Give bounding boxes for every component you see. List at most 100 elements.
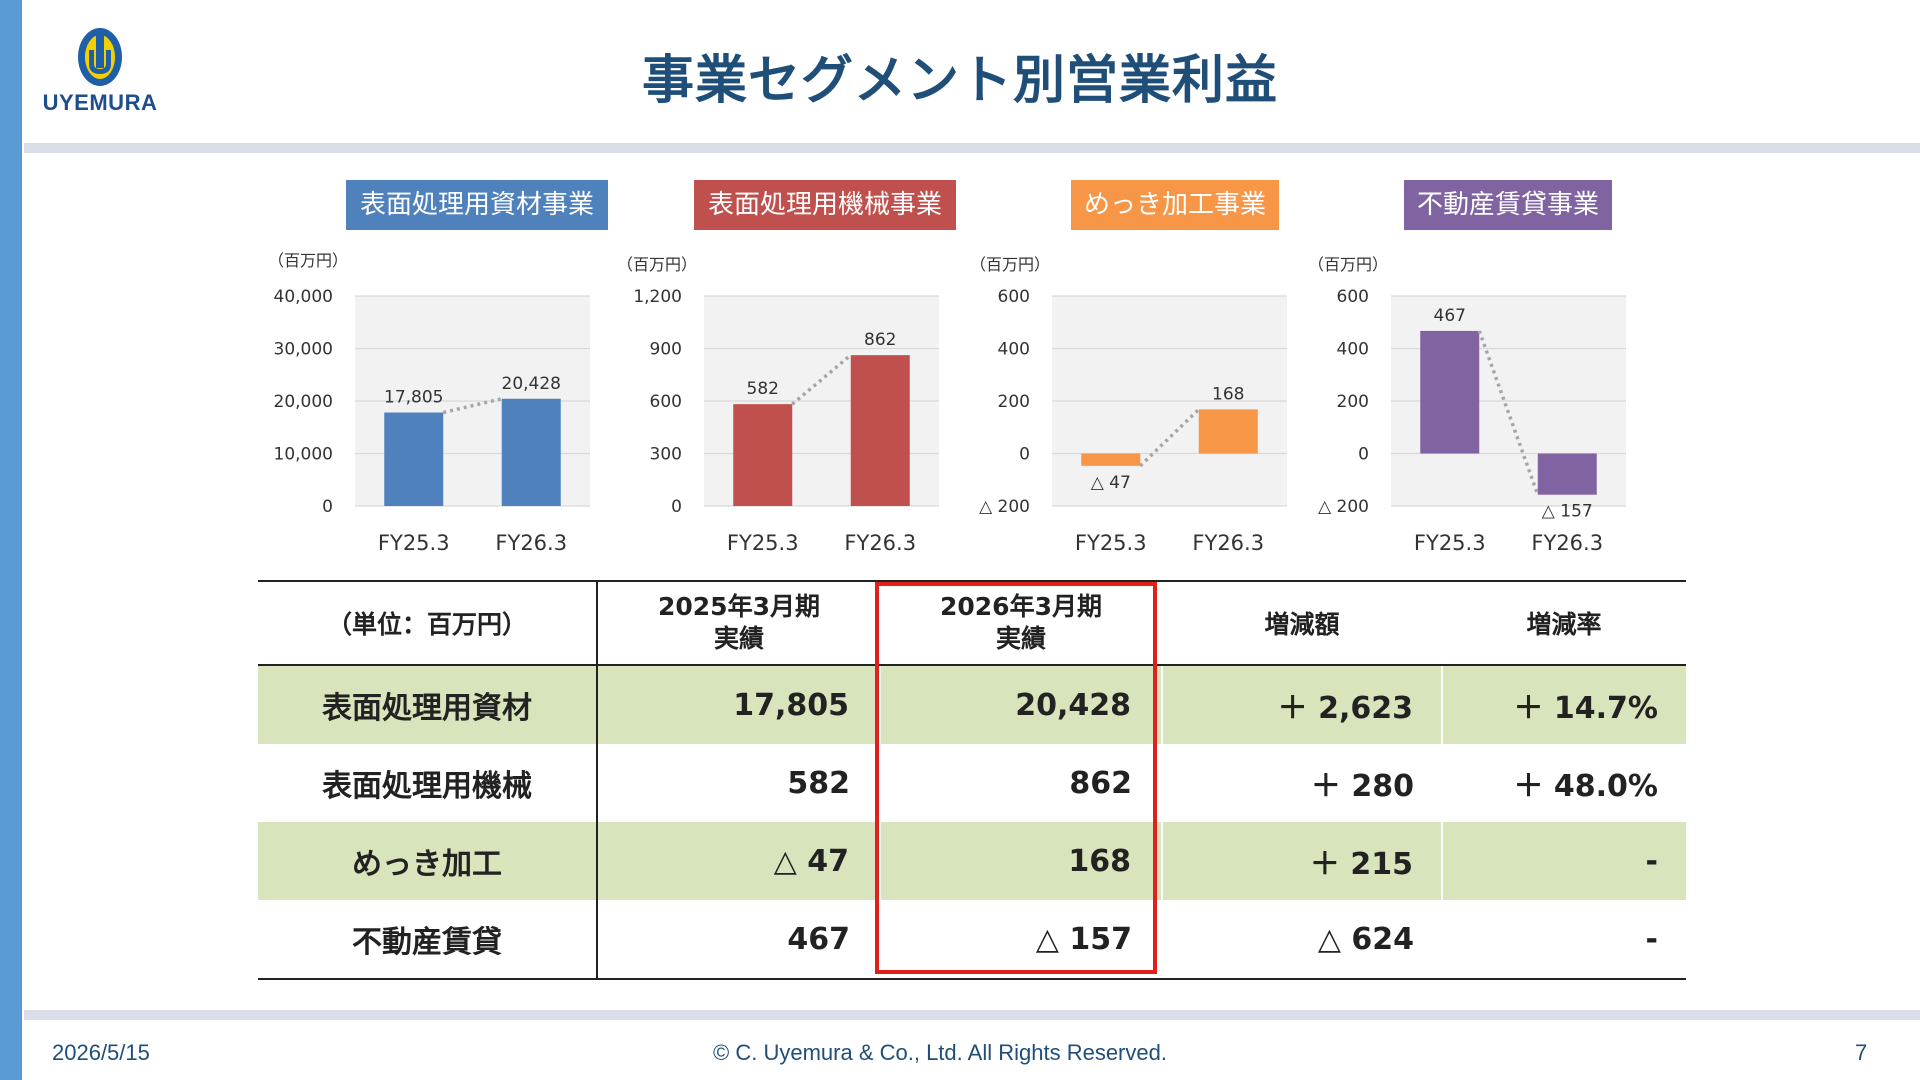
cell-fy25: 467 xyxy=(597,900,880,980)
bar xyxy=(1081,453,1141,466)
bar xyxy=(1198,409,1258,454)
bar xyxy=(1537,453,1597,495)
chart-unit-label: （百万円） xyxy=(970,255,1051,274)
cell-change-amount: △ 624 xyxy=(1162,900,1442,980)
table-row: 表面処理用機械 582 862 ＋ 280 ＋ 48.0% xyxy=(258,744,1686,822)
cell-fy26: 168 xyxy=(880,822,1163,900)
x-tick-label: FY26.3 xyxy=(844,531,916,555)
company-logo: UYEMURA xyxy=(40,26,160,126)
cell-fy26: 20,428 xyxy=(880,665,1163,744)
x-tick-label: FY25.3 xyxy=(1414,531,1486,555)
cell-fy25: △ 47 xyxy=(597,822,881,900)
real-estate-bar-chart: △ 200 0 200 400 600 467 FY25.3 △ 157 FY26.3 xyxy=(1318,287,1626,555)
bar xyxy=(733,404,793,506)
bar xyxy=(384,412,444,506)
y-tick-label: 200 xyxy=(998,392,1030,412)
segment-label-materials: 表面処理用資材事業 xyxy=(346,180,608,230)
y-tick-label: 10,000 xyxy=(274,445,333,465)
connector-line xyxy=(791,353,852,406)
cell-fy25: 17,805 xyxy=(597,665,881,744)
logo-emblem-icon xyxy=(78,28,122,86)
connector-line xyxy=(1477,330,1540,496)
cell-fy26: 862 xyxy=(1069,765,1132,801)
header-change-rate: 増減率 xyxy=(1442,580,1686,666)
machinery-bar-chart: 0 300 600 900 1,200 582 FY25.3 862 FY26.3 xyxy=(633,287,939,555)
y-tick-label: 400 xyxy=(998,340,1030,360)
x-tick-label: FY25.3 xyxy=(727,531,799,555)
y-tick-label: 900 xyxy=(650,340,682,360)
chart-unit-label: （百万円） xyxy=(617,255,698,274)
data-label: 862 xyxy=(864,330,896,350)
cell-fy26: △ 157 xyxy=(880,900,1162,980)
cell-change-rate: ＋ 48.0% xyxy=(1513,769,1658,804)
footer-date: 2026/5/15 xyxy=(52,1040,150,1065)
bar xyxy=(850,355,910,506)
header-fy25: 2025年3月期 実績 xyxy=(597,580,880,666)
segment-profit-table: （単位：百万円） 2025年3月期 実績 2026年3月期 実績 増減額 増減率… xyxy=(258,580,1686,980)
bar xyxy=(501,398,561,506)
data-label: 17,805 xyxy=(384,388,443,408)
footer-page-number: 7 xyxy=(1855,1040,1868,1065)
bar xyxy=(1420,330,1480,454)
fy26-highlight-box xyxy=(875,582,1157,974)
table-row: 不動産賃貸 467 △ 157 △ 624 - xyxy=(258,900,1686,980)
data-label: 467 xyxy=(1434,306,1466,326)
cell-change-amount: ＋ 280 xyxy=(1310,769,1414,804)
y-tick-label: 40,000 xyxy=(274,287,333,307)
y-tick-label: 400 xyxy=(1337,340,1369,360)
y-tick-label: 600 xyxy=(650,392,682,412)
header-fy26: 2026年3月期 実績 xyxy=(880,580,1162,666)
header-change-amount: 増減額 xyxy=(1162,580,1442,666)
row-label: 表面処理用資材 xyxy=(258,665,598,744)
y-tick-label: 200 xyxy=(1337,392,1369,412)
y-tick-label: △ 200 xyxy=(979,497,1030,517)
x-tick-label: FY26.3 xyxy=(1192,531,1264,555)
x-tick-label: FY26.3 xyxy=(495,531,567,555)
y-tick-label: 0 xyxy=(1019,445,1030,465)
row-label: 表面処理用機械 xyxy=(258,744,598,822)
x-tick-label: FY25.3 xyxy=(378,531,450,555)
top-divider xyxy=(24,143,1920,153)
row-label: めっき加工 xyxy=(258,822,598,900)
y-tick-label: 0 xyxy=(1358,445,1369,465)
connector-line xyxy=(442,397,503,415)
row-label: 不動産賃貸 xyxy=(258,900,598,980)
cell-change-amount: ＋ 2,623 xyxy=(1162,665,1443,744)
y-tick-label: △ 200 xyxy=(1318,497,1369,517)
segment-label-real-estate: 不動産賃貸事業 xyxy=(1404,180,1612,230)
chart-unit-label: （百万円） xyxy=(268,251,349,270)
y-tick-label: 0 xyxy=(322,497,333,517)
cell-change-rate: ＋ 14.7% xyxy=(1442,665,1686,744)
y-tick-label: 300 xyxy=(650,445,682,465)
bottom-divider xyxy=(24,1010,1920,1020)
y-tick-label: 1,200 xyxy=(633,287,682,307)
data-label: △ 157 xyxy=(1542,502,1593,522)
materials-bar-chart: 0 10,000 20,000 30,000 40,000 17,805 FY25.3 20,… xyxy=(274,287,590,555)
left-accent-bar xyxy=(0,0,22,1080)
footer-copyright: © C. Uyemura & Co., Ltd. All Rights Rese… xyxy=(713,1040,1167,1065)
data-label: 20,428 xyxy=(502,374,561,394)
table-row: 表面処理用資材 17,805 20,428 ＋ 2,623 ＋ 14.7% xyxy=(258,665,1686,744)
cell-change-rate: - xyxy=(1442,822,1686,900)
plating-bar-chart: △ 200 0 200 400 600 △ 47 FY25.3 168 FY26.3 xyxy=(979,287,1287,555)
header-unit: （単位：百万円） xyxy=(258,580,598,666)
cell-fy25: 582 xyxy=(787,765,850,801)
y-tick-label: 20,000 xyxy=(274,392,333,412)
y-tick-label: 600 xyxy=(998,287,1030,307)
table-row: めっき加工 △ 47 168 ＋ 215 - xyxy=(258,822,1686,900)
chart-unit-label: （百万円） xyxy=(1308,255,1389,274)
y-tick-label: 0 xyxy=(671,497,682,517)
y-tick-label: 600 xyxy=(1337,287,1369,307)
data-label: △ 47 xyxy=(1091,473,1131,493)
data-label: 168 xyxy=(1212,384,1244,404)
x-tick-label: FY26.3 xyxy=(1531,531,1603,555)
segment-label-plating: めっき加工事業 xyxy=(1071,180,1279,230)
page-title: 事業セグメント別営業利益 xyxy=(641,51,1278,111)
data-label: 582 xyxy=(747,379,779,399)
cell-change-amount: ＋ 215 xyxy=(1162,822,1443,900)
cell-change-rate: - xyxy=(1442,900,1686,980)
logo-text: UYEMURA xyxy=(42,90,158,115)
x-tick-label: FY25.3 xyxy=(1075,531,1147,555)
table-header-row: （単位：百万円） 2025年3月期 実績 2026年3月期 実績 増減額 増減率 xyxy=(258,580,1686,666)
segment-label-machinery: 表面処理用機械事業 xyxy=(694,180,956,230)
